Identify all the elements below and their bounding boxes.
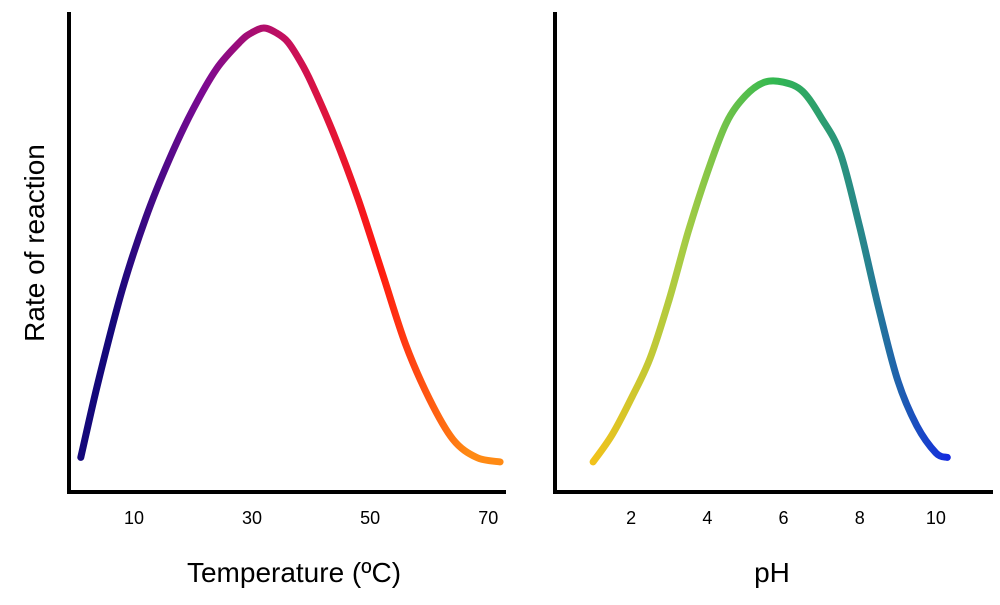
x-axis-title: pH xyxy=(754,557,790,588)
x-tick-label: 6 xyxy=(779,508,789,528)
x-tick-label: 70 xyxy=(478,508,498,528)
x-tick-label: 10 xyxy=(124,508,144,528)
x-tick-labels: 10 30 50 70 xyxy=(124,508,498,528)
y-axis-title: Rate of reaction xyxy=(19,144,50,342)
rate-curve-ph xyxy=(589,77,951,466)
x-tick-label: 30 xyxy=(242,508,262,528)
x-tick-label: 2 xyxy=(626,508,636,528)
x-axis-title: Temperature (ºC) xyxy=(187,557,401,588)
x-tick-labels: 2 4 6 8 10 xyxy=(626,508,946,528)
x-tick-label: 8 xyxy=(855,508,865,528)
rate-curve-temperature xyxy=(77,24,504,466)
x-tick-label: 50 xyxy=(360,508,380,528)
chart-ph: 2 4 6 8 10 pH xyxy=(553,12,993,588)
x-tick-label: 10 xyxy=(926,508,946,528)
chart-temperature: 10 30 50 70 Temperature (ºC) Rate of reacti… xyxy=(19,12,506,588)
x-tick-label: 4 xyxy=(702,508,712,528)
